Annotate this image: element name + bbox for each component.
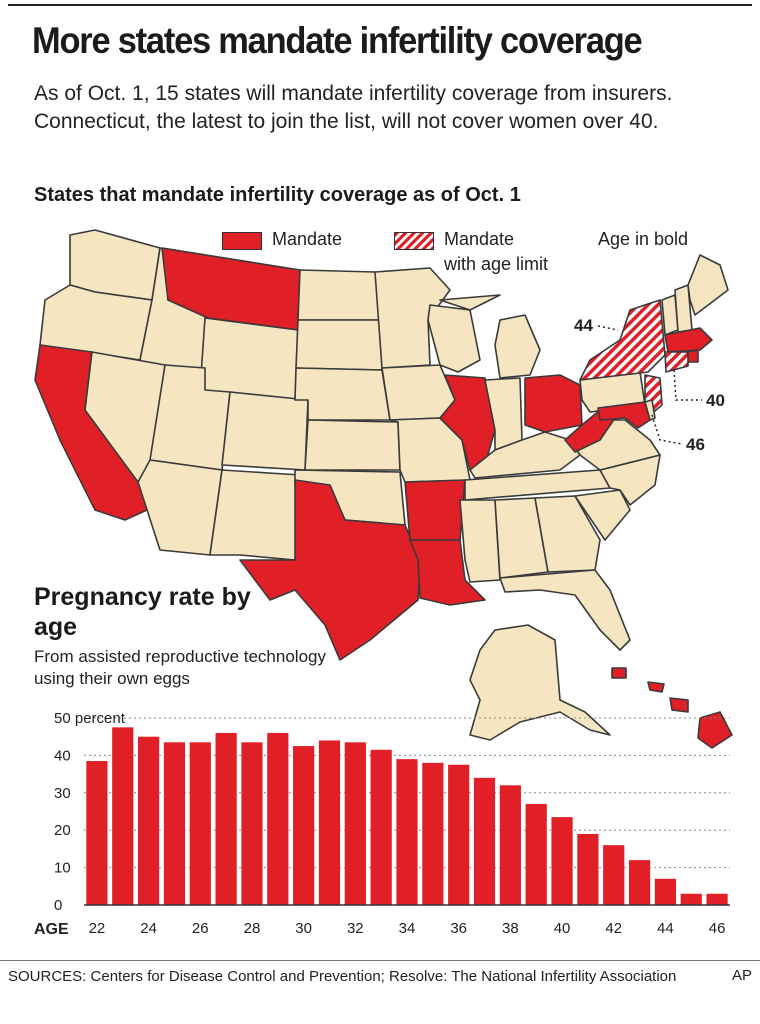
state-new-mexico xyxy=(209,469,301,561)
callout-nj-age: 46 xyxy=(686,435,705,454)
bar-age-45 xyxy=(680,893,702,905)
x-tick-label-36: 36 xyxy=(450,920,467,937)
bar-age-41 xyxy=(577,833,599,905)
bar-age-36 xyxy=(448,764,470,905)
bar-age-32 xyxy=(344,742,366,905)
sources-note: SOURCES: Centers for Disease Control and… xyxy=(8,968,677,985)
bar-age-24 xyxy=(138,736,160,905)
state-iowa xyxy=(381,364,456,421)
bar-age-27 xyxy=(215,732,237,905)
bar-age-29 xyxy=(267,732,289,905)
callout-line-ny xyxy=(597,325,619,331)
state-georgia xyxy=(534,495,601,573)
x-tick-label-44: 44 xyxy=(657,920,674,937)
callout-ct-age: 40 xyxy=(706,391,725,410)
y-tick-label-0: 0 xyxy=(54,897,62,914)
pregnancy-subtitle: From assisted reproductive technology us… xyxy=(34,647,326,688)
state-alaska xyxy=(469,624,611,741)
x-tick-label-26: 26 xyxy=(192,920,209,937)
pregnancy-rate-chart-svg: 0 10 20 30 40 50 percent 22 24 26 28 30 32 34 36 38 40… xyxy=(34,710,730,938)
state-maine xyxy=(687,254,729,316)
pregnancy-title: Pregnancy rate by age xyxy=(34,583,251,641)
chart-x-tick-labels: 22 24 26 28 30 32 34 36 38 40 42 44 46 xyxy=(89,920,726,937)
graphic-title: More states mandate infertility coverage xyxy=(32,20,643,61)
us-map-svg xyxy=(34,229,733,749)
bar-age-40 xyxy=(551,817,573,905)
y-tick-label-10: 10 xyxy=(54,860,71,877)
y-tick-label-20: 20 xyxy=(54,822,71,839)
state-connecticut xyxy=(664,351,689,373)
state-hawaii-oahu xyxy=(647,681,665,693)
state-hawaii-kauai xyxy=(611,667,627,679)
bar-age-44 xyxy=(654,878,676,905)
x-tick-label-28: 28 xyxy=(244,920,261,937)
x-tick-label-42: 42 xyxy=(605,920,622,937)
callout-line-nj xyxy=(651,414,683,445)
state-louisiana xyxy=(409,539,486,606)
state-wyoming xyxy=(199,317,299,401)
bar-age-43 xyxy=(628,860,651,905)
bar-age-42 xyxy=(603,845,625,905)
us-map xyxy=(34,229,733,749)
bar-age-26 xyxy=(189,742,211,905)
footer-rule xyxy=(0,960,760,961)
state-new-york xyxy=(579,299,666,381)
bar-age-25 xyxy=(163,742,186,905)
chart-y-tick-labels: 0 10 20 30 40 50 percent xyxy=(54,710,126,914)
chart-bars xyxy=(86,727,728,905)
bar-age-34 xyxy=(396,759,418,905)
state-rhode-island xyxy=(687,349,699,363)
state-arizona xyxy=(137,459,223,556)
bar-age-30 xyxy=(293,746,315,905)
bar-age-35 xyxy=(422,762,444,905)
pregnancy-rate-chart: 0 10 20 30 40 50 percent 22 24 26 28 30 32 34 36 38 40… xyxy=(0,700,760,950)
state-massachusetts xyxy=(664,327,713,353)
callout-ny-age: 44 xyxy=(574,316,593,335)
bar-age-38 xyxy=(499,785,521,905)
x-tick-label-46: 46 xyxy=(709,920,726,937)
top-rule xyxy=(8,4,752,6)
x-tick-label-22: 22 xyxy=(89,920,106,937)
bar-age-28 xyxy=(241,742,263,905)
state-north-dakota xyxy=(297,269,381,321)
state-kansas xyxy=(304,419,401,471)
state-south-dakota xyxy=(295,319,383,371)
bar-age-37 xyxy=(473,777,496,905)
bar-age-46 xyxy=(706,893,728,905)
state-south-carolina xyxy=(574,489,631,541)
state-texas xyxy=(239,479,421,661)
bar-age-39 xyxy=(525,804,547,905)
intro-text: As of Oct. 1, 15 states will mandate inf… xyxy=(34,82,673,133)
x-tick-label-32: 32 xyxy=(347,920,364,937)
state-mississippi xyxy=(459,499,501,583)
y-tick-label-40: 40 xyxy=(54,747,71,764)
x-tick-label-40: 40 xyxy=(554,920,571,937)
bar-age-22 xyxy=(86,761,108,905)
x-tick-label-38: 38 xyxy=(502,920,519,937)
y-tick-label-30: 30 xyxy=(54,785,71,802)
callout-line-ct xyxy=(673,369,702,401)
state-arkansas xyxy=(404,479,466,541)
state-hawaii-island xyxy=(697,711,733,749)
state-colorado xyxy=(221,391,309,471)
chart-x-axis-label: AGE xyxy=(34,921,69,938)
state-michigan xyxy=(439,294,541,379)
state-wisconsin xyxy=(427,304,481,373)
map-title: States that mandate infertility coverage… xyxy=(34,184,521,206)
x-tick-label-30: 30 xyxy=(295,920,312,937)
state-hawaii-maui xyxy=(669,697,689,713)
bar-age-23 xyxy=(112,727,134,905)
state-florida xyxy=(499,569,631,651)
bar-age-33 xyxy=(370,749,392,905)
state-nebraska xyxy=(294,367,391,421)
x-tick-label-24: 24 xyxy=(140,920,157,937)
state-ohio xyxy=(524,374,583,433)
ap-credit: AP xyxy=(731,967,752,984)
bar-age-31 xyxy=(318,740,341,905)
y-tick-label-50: 50 percent xyxy=(54,710,126,727)
x-tick-label-34: 34 xyxy=(399,920,416,937)
